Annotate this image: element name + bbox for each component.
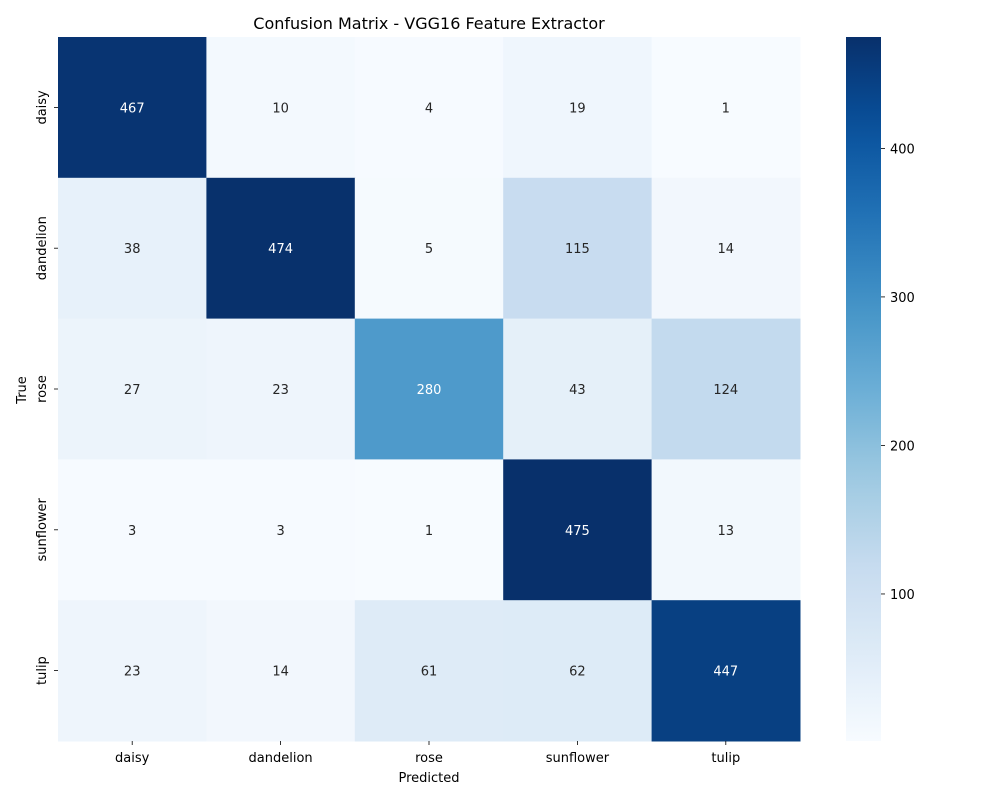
cell-value-label: 280 xyxy=(417,383,442,398)
cell-value-label: 124 xyxy=(713,383,738,398)
heatmap-cell xyxy=(503,459,653,601)
heatmap-cell xyxy=(58,318,207,460)
x-axis-ticks: daisy dandelion rose sunflower tulip xyxy=(115,741,740,766)
cell-value-label: 61 xyxy=(421,665,438,680)
heatmap-cell xyxy=(651,318,801,460)
heatmap-cell xyxy=(651,177,801,320)
heatmap-cell xyxy=(354,37,504,179)
heatmap-cell xyxy=(354,459,504,601)
x-tick-label: tulip xyxy=(711,751,740,766)
y-tick-label: sunflower xyxy=(35,497,50,561)
heatmap-cell xyxy=(503,600,653,742)
x-tick-label: rose xyxy=(415,751,443,766)
heatmap-cell xyxy=(503,177,653,320)
cell-value-label: 27 xyxy=(124,383,141,398)
cell-value-label: 447 xyxy=(713,665,738,680)
heatmap-cell xyxy=(206,177,356,320)
cell-value-label: 475 xyxy=(565,524,590,539)
chart-title: Confusion Matrix - VGG16 Feature Extract… xyxy=(253,14,605,33)
cell-value-label: 1 xyxy=(722,101,730,116)
cell-value-label: 467 xyxy=(120,101,145,116)
colorbar-tick-label: 300 xyxy=(890,291,915,306)
y-tick-label: tulip xyxy=(35,656,50,685)
heatmap-cell xyxy=(58,600,207,742)
y-tick-label: rose xyxy=(35,375,50,403)
cell-value-label: 3 xyxy=(276,524,284,539)
cell-value-label: 19 xyxy=(569,101,586,116)
colorbar-tick-label: 400 xyxy=(890,142,915,157)
cell-value-label: 1 xyxy=(425,524,433,539)
y-tick-label: dandelion xyxy=(35,216,50,280)
cell-value-label: 115 xyxy=(565,242,590,257)
cell-value-label: 14 xyxy=(718,242,735,257)
heatmap-cell xyxy=(503,318,653,460)
heatmap-cell xyxy=(354,600,504,742)
y-axis-ticks: daisy dandelion rose sunflower tulip xyxy=(35,90,58,685)
cell-value-label: 14 xyxy=(272,665,289,680)
heatmap-cell xyxy=(58,459,207,601)
heatmap-cell xyxy=(651,37,801,179)
cell-value-label: 3 xyxy=(128,524,136,539)
x-tick-label: dandelion xyxy=(249,751,313,766)
x-tick-label: daisy xyxy=(115,751,150,766)
heatmap-cell xyxy=(503,37,653,179)
y-tick-label: daisy xyxy=(35,90,50,125)
cell-value-label: 5 xyxy=(425,242,433,257)
heatmap-cell xyxy=(354,318,504,460)
x-tick-label: sunflower xyxy=(546,751,610,766)
cell-value-label: 4 xyxy=(425,101,433,116)
heatmap-cell xyxy=(206,37,356,179)
cell-value-label: 10 xyxy=(272,101,289,116)
heatmap-cell xyxy=(206,318,356,460)
cell-value-label: 43 xyxy=(569,383,586,398)
heatmap-cell xyxy=(651,600,801,742)
colorbar-ticks: 100 200 300 400 xyxy=(881,142,915,603)
cell-value-label: 13 xyxy=(718,524,735,539)
heatmap-cell xyxy=(354,177,504,320)
cell-value-label: 474 xyxy=(268,242,293,257)
heatmap-cell xyxy=(651,459,801,601)
y-axis-label: True xyxy=(15,376,30,405)
colorbar-tick-label: 200 xyxy=(890,439,915,454)
cell-annotations: 467 10 4 19 1 38 474 5 115 14 27 23 280 43 124 3 3 1 475 13… xyxy=(120,101,738,679)
heatmap-cell xyxy=(58,177,207,320)
heatmap-cell xyxy=(206,600,356,742)
cell-value-label: 38 xyxy=(124,242,141,257)
colorbar-tick-label: 100 xyxy=(890,588,915,603)
cell-value-label: 23 xyxy=(124,665,141,680)
x-axis-label: Predicted xyxy=(398,771,459,786)
heatmap-cell xyxy=(58,37,207,179)
heatmap-cells xyxy=(58,37,801,742)
cell-value-label: 62 xyxy=(569,665,586,680)
colorbar xyxy=(846,37,881,741)
heatmap-cell xyxy=(206,459,356,601)
cell-value-label: 23 xyxy=(272,383,289,398)
